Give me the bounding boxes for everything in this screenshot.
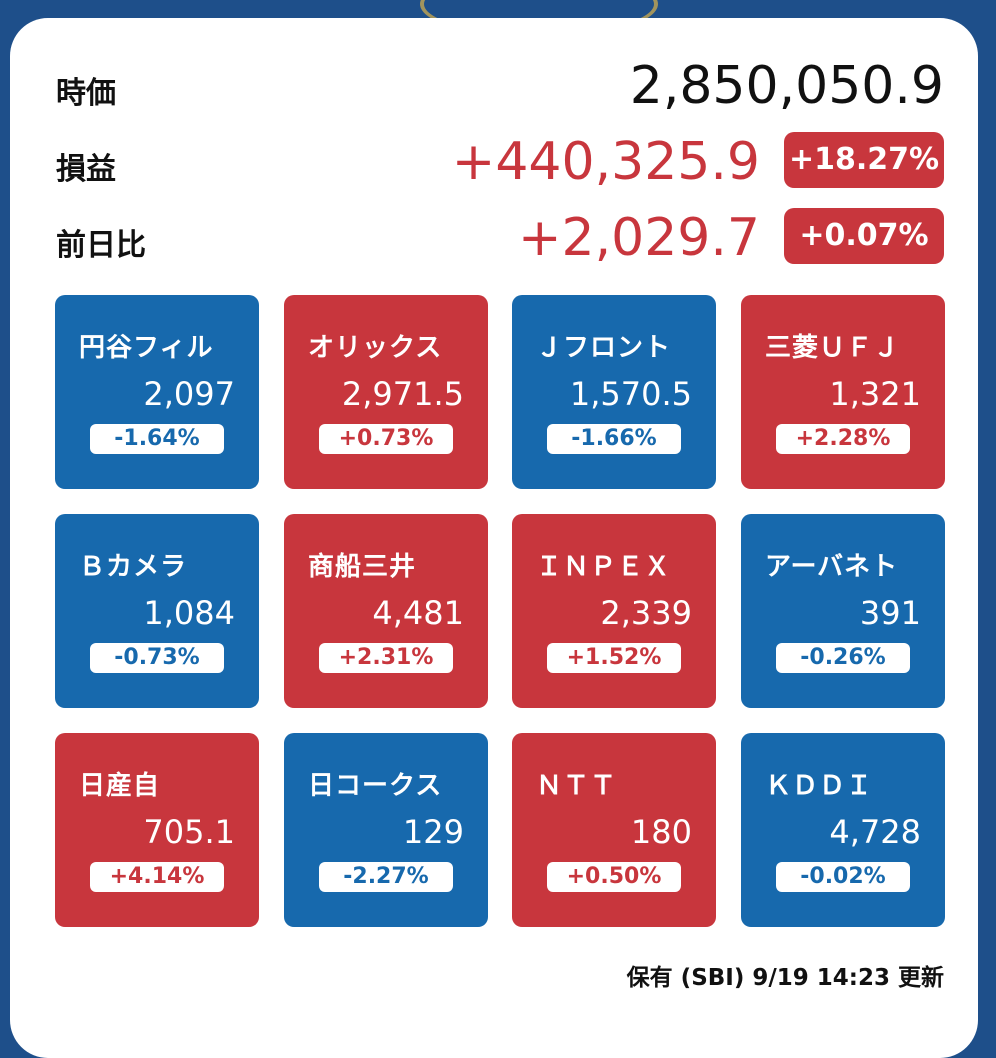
stock-change-badge: -0.73% <box>90 643 224 673</box>
stock-name: ＫＤＤＩ <box>765 771 874 801</box>
stock-price: 4,728 <box>829 813 921 851</box>
stock-change-badge: -2.27% <box>319 862 453 892</box>
stock-price: 180 <box>630 813 692 851</box>
stock-change-badge: +0.50% <box>547 862 681 892</box>
stock-tile[interactable]: ＫＤＤＩ 4,728 -0.02% <box>741 733 945 927</box>
market-value-label: 時価 <box>56 76 116 111</box>
stock-change-badge: +2.28% <box>776 424 910 454</box>
stock-name: Ｊフロント <box>536 333 672 363</box>
update-timestamp: 保有 (SBI) 9/19 14:23 更新 <box>626 965 944 991</box>
stock-price: 2,097 <box>143 375 235 413</box>
stock-tile[interactable]: ＩＮＰＥＸ 2,339 +1.52% <box>512 514 716 708</box>
stock-name: 商船三井 <box>308 552 417 582</box>
profit-loss-pct-badge: +18.27% <box>784 132 944 188</box>
stock-change-badge: -1.64% <box>90 424 224 454</box>
stock-price: 4,481 <box>372 594 464 632</box>
stock-tile[interactable]: オリックス 2,971.5 +0.73% <box>284 295 488 489</box>
stock-price: 2,971.5 <box>341 375 464 413</box>
stock-name: アーバネト <box>765 552 899 582</box>
stock-change-badge: -0.02% <box>776 862 910 892</box>
stock-tile[interactable]: アーバネト 391 -0.26% <box>741 514 945 708</box>
stock-tile[interactable]: Ｂカメラ 1,084 -0.73% <box>55 514 259 708</box>
profit-loss-label: 損益 <box>56 152 116 187</box>
stock-change-badge: -0.26% <box>776 643 910 673</box>
day-change-value: +2,029.7 <box>517 208 760 268</box>
stock-price: 129 <box>402 813 464 851</box>
stock-price: 2,339 <box>600 594 692 632</box>
stock-change-badge: +2.31% <box>319 643 453 673</box>
day-change-label: 前日比 <box>56 228 146 263</box>
stock-tile[interactable]: Ｊフロント 1,570.5 -1.66% <box>512 295 716 489</box>
stock-name: 日産自 <box>79 771 161 801</box>
portfolio-widget: 時価 2,850,050.9 損益 +440,325.9 +18.27% 前日比… <box>10 18 978 1058</box>
stock-name: 円谷フィル <box>79 333 214 363</box>
profit-loss-value: +440,325.9 <box>451 132 760 192</box>
stock-tile[interactable]: 日産自 705.1 +4.14% <box>55 733 259 927</box>
stock-price: 1,321 <box>829 375 921 413</box>
stock-tile[interactable]: 商船三井 4,481 +2.31% <box>284 514 488 708</box>
stock-tile[interactable]: 三菱ＵＦＪ 1,321 +2.28% <box>741 295 945 489</box>
stock-price: 391 <box>859 594 921 632</box>
stock-name: オリックス <box>308 333 443 363</box>
stock-name: ＩＮＰＥＸ <box>536 552 672 582</box>
market-value: 2,850,050.9 <box>629 56 944 116</box>
stock-change-badge: +0.73% <box>319 424 453 454</box>
stock-tile[interactable]: ＮＴＴ 180 +0.50% <box>512 733 716 927</box>
stock-change-badge: +1.52% <box>547 643 681 673</box>
stock-price: 1,570.5 <box>569 375 692 413</box>
stock-name: ＮＴＴ <box>536 771 618 801</box>
stock-tile[interactable]: 日コークス 129 -2.27% <box>284 733 488 927</box>
stock-name: Ｂカメラ <box>79 552 188 582</box>
stock-price: 705.1 <box>143 813 235 851</box>
stock-name: 三菱ＵＦＪ <box>765 333 901 363</box>
stock-price: 1,084 <box>143 594 235 632</box>
day-change-pct-badge: +0.07% <box>784 208 944 264</box>
stock-name: 日コークス <box>308 771 443 801</box>
stock-change-badge: -1.66% <box>547 424 681 454</box>
stock-tile[interactable]: 円谷フィル 2,097 -1.64% <box>55 295 259 489</box>
stock-change-badge: +4.14% <box>90 862 224 892</box>
